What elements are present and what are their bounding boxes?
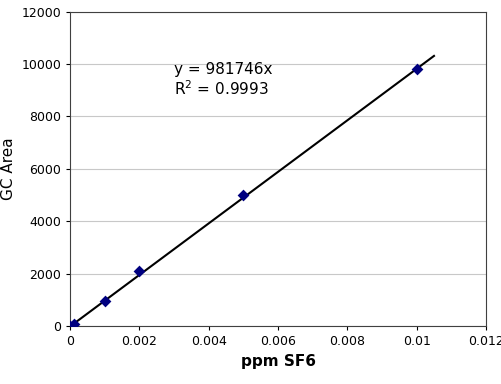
Point bbox=[66, 323, 74, 329]
Point bbox=[239, 192, 247, 198]
Y-axis label: GC Area: GC Area bbox=[1, 137, 16, 200]
X-axis label: ppm SF6: ppm SF6 bbox=[240, 354, 316, 369]
Point bbox=[101, 298, 109, 304]
Point bbox=[135, 268, 143, 274]
Text: y = 981746x: y = 981746x bbox=[174, 62, 273, 77]
Point bbox=[70, 321, 78, 327]
Text: R$^2$ = 0.9993: R$^2$ = 0.9993 bbox=[174, 79, 269, 98]
Point bbox=[413, 66, 421, 72]
